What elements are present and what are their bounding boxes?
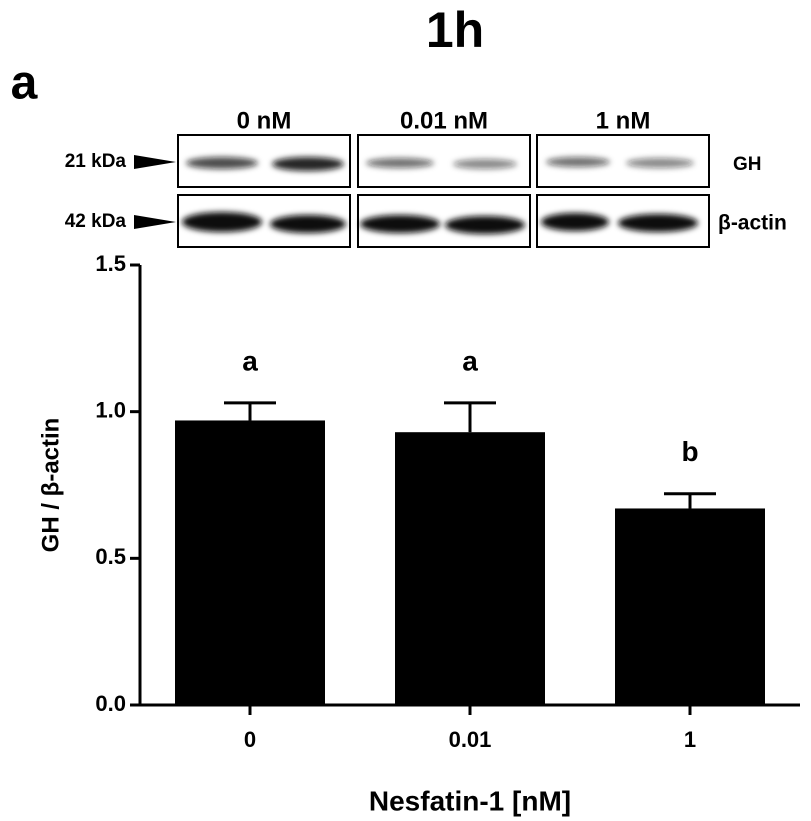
y-tick-label: 1.5 [95,251,126,276]
lane-label: 0.01 nM [400,107,488,134]
x-tick-label: 1 [684,727,696,752]
y-axis-label: GH / β-actin [37,418,64,553]
marker-label: 21 kDa [65,151,127,172]
blot [177,134,710,248]
annotation: b [681,436,698,467]
arrow [134,215,176,229]
protein-label: GH [733,154,762,175]
bar [175,420,325,705]
chart-title: 1h [426,2,484,58]
y-tick-label: 0.5 [95,544,126,569]
annotation: a [242,345,258,376]
blot-bands [182,157,698,234]
lane-label: 0 nM [237,107,292,134]
bar [615,508,765,705]
lane-label: 1 nM [596,107,651,134]
annotation: a [462,345,478,376]
y-tick-label: 0.0 [95,691,126,716]
arrow [134,155,176,169]
marker-label: 42 kDa [65,211,127,232]
bar [395,432,545,705]
panel-label: a [11,57,38,110]
x-tick-label: 0 [244,727,256,752]
y-tick-label: 1.0 [95,397,126,422]
protein-label: β-actin [718,212,787,235]
x-tick-label: 0.01 [449,727,492,752]
x-axis-label: Nesfatin-1 [nM] [369,785,571,816]
